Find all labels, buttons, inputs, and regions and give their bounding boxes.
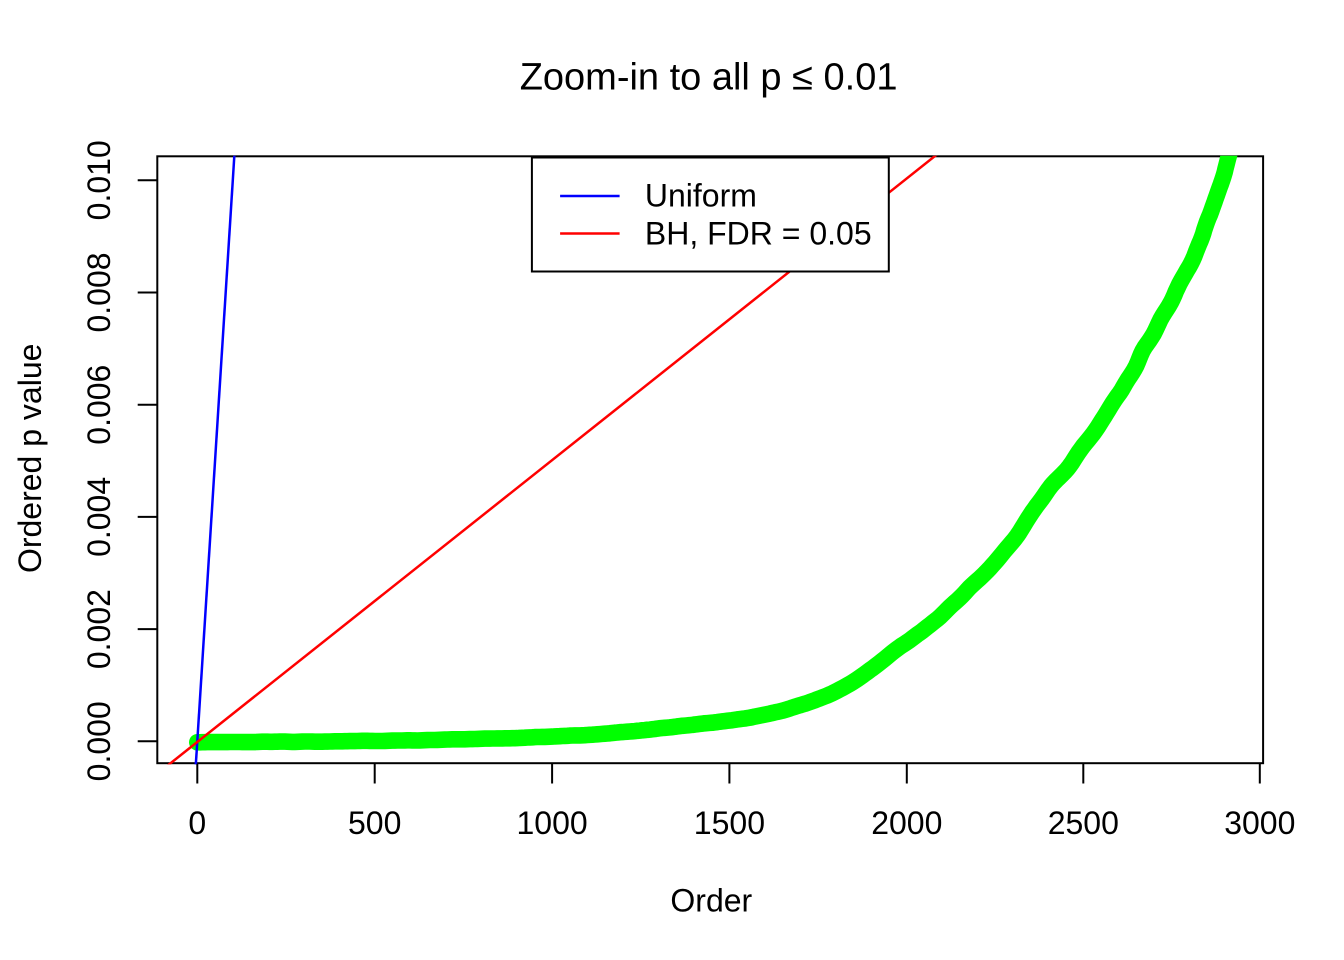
svg-text:0.002: 0.002 xyxy=(81,589,117,669)
svg-text:0.006: 0.006 xyxy=(81,365,117,445)
svg-text:Uniform: Uniform xyxy=(645,178,757,214)
svg-text:2500: 2500 xyxy=(1048,805,1119,841)
svg-text:0.004: 0.004 xyxy=(81,477,117,557)
svg-text:3000: 3000 xyxy=(1224,805,1295,841)
svg-text:2000: 2000 xyxy=(871,805,942,841)
svg-text:0.000: 0.000 xyxy=(81,701,117,781)
svg-text:0: 0 xyxy=(188,805,206,841)
svg-text:Order: Order xyxy=(670,883,752,919)
svg-text:0.008: 0.008 xyxy=(81,252,117,332)
svg-text:1500: 1500 xyxy=(694,805,765,841)
svg-text:0.010: 0.010 xyxy=(81,140,117,220)
svg-text:Zoom-in to all p ≤ 0.01: Zoom-in to all p ≤ 0.01 xyxy=(520,56,898,98)
svg-text:BH, FDR = 0.05: BH, FDR = 0.05 xyxy=(645,216,872,252)
svg-text:Ordered p value: Ordered p value xyxy=(12,344,48,573)
svg-text:1000: 1000 xyxy=(517,805,588,841)
svg-text:500: 500 xyxy=(348,805,401,841)
